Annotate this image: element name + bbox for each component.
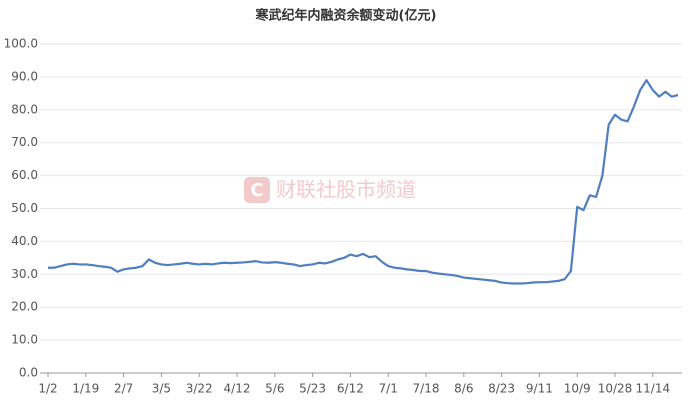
watermark-logo: C	[244, 177, 270, 203]
y-tick-label: 60.0	[11, 168, 38, 182]
watermark: 财联社股市频道	[276, 178, 416, 202]
x-tick-label: 5/23	[299, 382, 326, 396]
y-tick-label: 100.0	[4, 37, 38, 51]
x-tick-label: 10/28	[598, 382, 633, 396]
x-tick-label: 7/18	[413, 382, 440, 396]
y-tick-label: 0.0	[19, 366, 38, 380]
x-tick-label: 2/7	[114, 382, 133, 396]
x-tick-label: 3/22	[186, 382, 213, 396]
x-tick-label: 8/23	[488, 382, 515, 396]
x-tick-label: 9/11	[526, 382, 553, 396]
x-tick-label: 11/14	[636, 382, 671, 396]
x-tick-label: 1/2	[38, 382, 57, 396]
x-tick-label: 7/1	[379, 382, 398, 396]
y-tick-label: 30.0	[11, 267, 38, 281]
chart-title: 寒武纪年内融资余额变动(亿元)	[255, 8, 437, 24]
y-tick-label: 50.0	[11, 201, 38, 215]
line-series	[48, 79, 679, 285]
y-tick-label: 90.0	[11, 69, 38, 83]
x-tick-label: 1/19	[72, 382, 99, 396]
x-tick-label: 5/6	[265, 382, 284, 396]
y-tick-label: 20.0	[11, 300, 38, 314]
x-tick-label: 4/12	[224, 382, 251, 396]
x-tick-label: 8/6	[454, 382, 473, 396]
y-tick-label: 80.0	[11, 102, 38, 116]
y-tick-label: 70.0	[11, 135, 38, 149]
svg-text:C: C	[250, 180, 263, 201]
x-tick-label: 3/5	[152, 382, 171, 396]
y-tick-label: 40.0	[11, 234, 38, 248]
x-tick-label: 6/12	[337, 382, 364, 396]
y-tick-label: 10.0	[11, 333, 38, 347]
x-tick-label: 10/9	[564, 382, 591, 396]
